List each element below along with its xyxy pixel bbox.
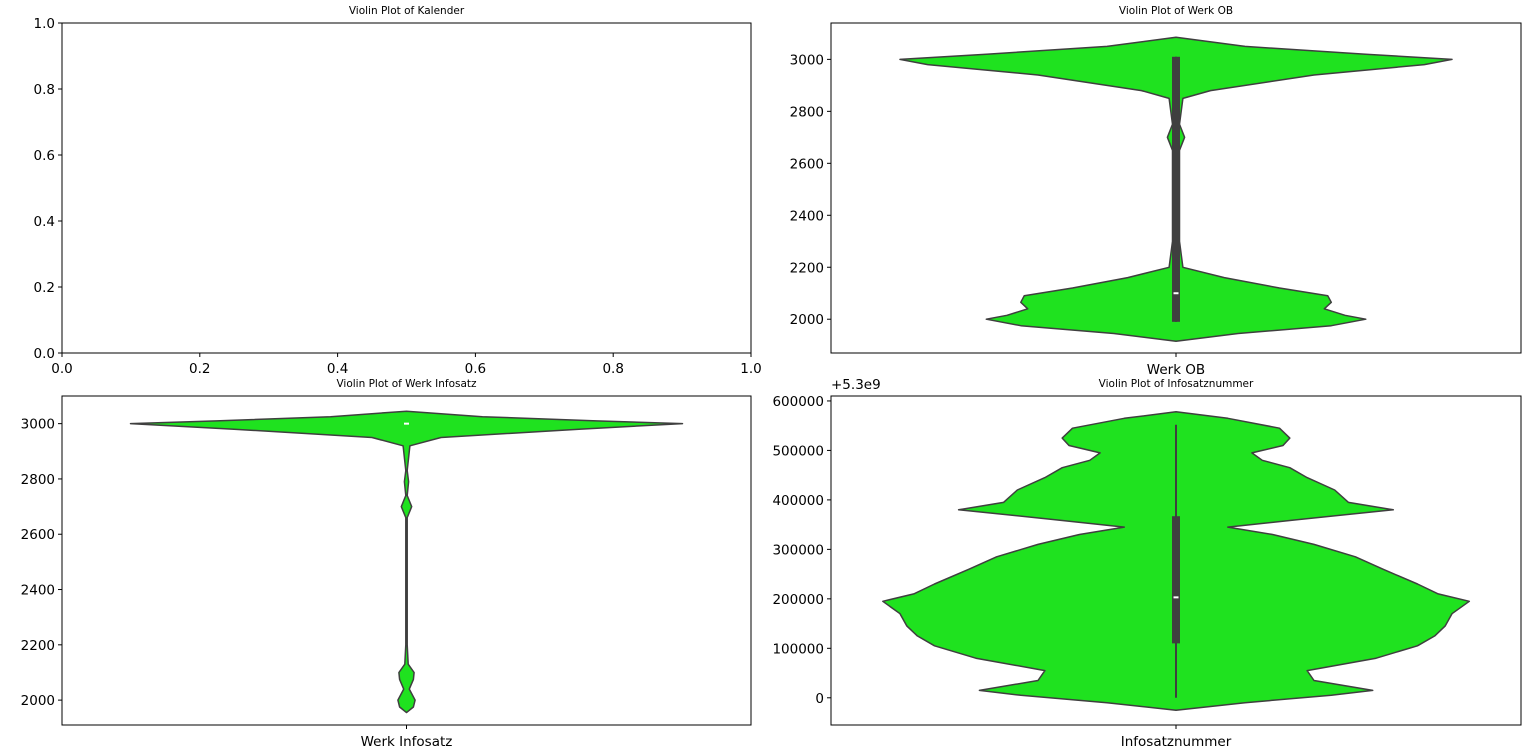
axes-frame: [61, 22, 752, 354]
y-tick-label: 300000: [772, 542, 824, 558]
x-tick-label: 0.4: [327, 361, 348, 377]
y-tick-label: 600000: [772, 394, 824, 410]
violin-box: [1172, 56, 1180, 322]
x-tick-label: 0.8: [602, 361, 623, 377]
subplot-1: Violin Plot of Kalender 0.0 0.2 0.4 0.6 0.8 1.…: [34, 5, 762, 377]
y-tick-label: 0: [815, 691, 824, 707]
x-tick-label: 0.0: [51, 361, 72, 377]
subplot-2: Violin Plot of Werk OB 2000 2200 2400 2600 28…: [790, 5, 1522, 378]
y-tick-label: 0.8: [34, 82, 55, 98]
subplot-4: Violin Plot of Infosatznummer 0 100000 2000…: [772, 377, 1522, 750]
y-tick-label: 2800: [21, 472, 55, 488]
subplot-title: Violin Plot of Kalender: [349, 5, 465, 17]
subplot-title: Violin Plot of Werk Infosatz: [336, 378, 477, 390]
y-tick-label: 3000: [21, 417, 55, 433]
x-tick-label: 0.6: [465, 361, 486, 377]
y-tick-label: 3000: [790, 52, 824, 68]
violin-box: [1172, 516, 1180, 644]
y-tick-label: 2600: [790, 156, 824, 172]
y-tick-label: 2000: [790, 312, 824, 328]
y-tick-label: 2000: [21, 693, 55, 709]
violin-body: [129, 410, 684, 714]
y-tick-label: 1.0: [34, 16, 55, 32]
x-tick-label: 1.0: [740, 361, 761, 377]
y-tick-label: 2400: [21, 583, 55, 599]
x-axis-label: Werk OB: [1147, 362, 1205, 378]
y-tick-label: 2200: [790, 260, 824, 276]
y-offset-label: +5.3e9: [831, 377, 881, 393]
y-tick-label: 100000: [772, 641, 824, 657]
y-tick-label: 0.4: [34, 214, 55, 230]
subplot-3: Violin Plot of Werk Infosatz 2000 2200 2400…: [21, 378, 752, 750]
y-tick-label: 2800: [790, 104, 824, 120]
x-axis-label: Werk Infosatz: [361, 734, 453, 750]
y-tick-label: 400000: [772, 493, 824, 509]
y-tick-label: 2200: [21, 638, 55, 654]
y-tick-label: 0.6: [34, 148, 55, 164]
y-tick-label: 200000: [772, 592, 824, 608]
y-tick-label: 0.0: [34, 346, 55, 362]
y-tick-label: 0.2: [34, 280, 55, 296]
subplot-title: Violin Plot of Infosatznummer: [1099, 378, 1254, 390]
x-axis-label: Infosatznummer: [1121, 734, 1232, 750]
y-tick-label: 2600: [21, 527, 55, 543]
y-tick-label: 500000: [772, 443, 824, 459]
x-tick-label: 0.2: [189, 361, 210, 377]
subplot-title: Violin Plot of Werk OB: [1119, 5, 1233, 17]
y-tick-label: 2400: [790, 208, 824, 224]
